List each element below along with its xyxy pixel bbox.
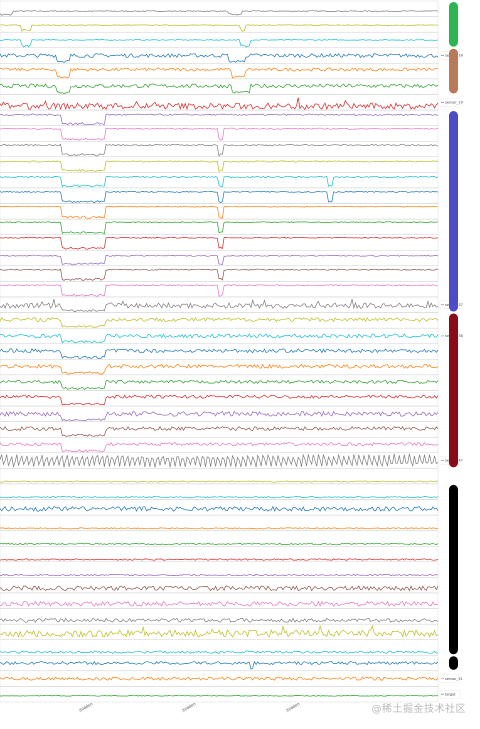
legend-box-44 (439, 690, 461, 699)
series-line-39 (0, 617, 439, 623)
series-line-17 (0, 268, 439, 281)
series-line-28 (0, 441, 439, 453)
series-panel-36 (0, 561, 439, 578)
series-line-25 (0, 394, 439, 406)
series-line-2 (0, 39, 439, 48)
series-line-27 (0, 425, 439, 437)
series-line-9 (0, 143, 438, 157)
legend-box-43 (439, 674, 461, 683)
series-line-4 (0, 67, 439, 79)
series-line-43 (0, 676, 439, 681)
x-tick-label-0: /hidden (78, 701, 94, 713)
series-panel-38 (0, 592, 439, 609)
series-line-3 (0, 52, 439, 63)
series-line-26 (0, 410, 439, 422)
series-line-35 (0, 558, 439, 561)
series-line-5 (0, 83, 439, 94)
series-line-0 (0, 10, 439, 16)
watermark: @稀土掘金技术社区 (371, 704, 466, 715)
group-bar-0 (449, 2, 458, 47)
legend-label-6: sensor_19 (445, 100, 463, 104)
series-line-11 (0, 175, 439, 188)
series-line-22 (0, 348, 439, 359)
series-line-31 (0, 495, 439, 499)
series-line-8 (0, 127, 439, 141)
group-bar-4 (449, 484, 458, 655)
series-line-14 (0, 221, 439, 235)
group-bar-2 (449, 111, 458, 312)
series-line-42 (0, 660, 439, 670)
series-line-29 (0, 453, 439, 468)
series-line-23 (0, 363, 439, 375)
series-line-6 (0, 97, 439, 111)
series-line-20 (0, 317, 439, 328)
series-line-24 (0, 379, 439, 391)
series-line-37 (0, 585, 439, 592)
series-panel-8 (0, 125, 439, 142)
group-bar-1 (449, 48, 458, 94)
series-line-16 (0, 254, 439, 266)
series-line-30 (0, 480, 439, 483)
legend-label-43: sensor_51 (445, 677, 463, 681)
series-line-19 (0, 298, 439, 312)
x-tick-label-1: /hidden (181, 701, 197, 713)
series-line-36 (0, 573, 439, 577)
series-line-44 (0, 695, 439, 697)
series-line-34 (0, 542, 439, 546)
series-line-10 (0, 160, 439, 173)
series-panel-11 (0, 172, 439, 189)
series-panel-20 (0, 312, 439, 329)
series-line-7 (0, 113, 439, 126)
series-line-1 (0, 24, 439, 32)
legend-box-6 (439, 98, 461, 107)
series-panel-0 (0, 0, 439, 17)
x-tick-label-2: /hidden (285, 701, 301, 713)
series-line-40 (0, 624, 439, 638)
series-panel-22 (0, 343, 439, 360)
series-line-41 (0, 650, 439, 654)
series-panel-44 (0, 686, 439, 703)
series-line-21 (0, 333, 439, 344)
series-line-15 (0, 236, 439, 250)
series-panel-21 (0, 327, 439, 344)
series-panel-6 (0, 94, 439, 111)
series-line-32 (0, 505, 439, 512)
series-line-18 (0, 284, 439, 297)
group-bar-5 (449, 656, 458, 670)
legend-label-44: target (445, 692, 456, 696)
series-line-13 (0, 205, 438, 219)
series-line-33 (0, 527, 439, 530)
series-panel-1 (0, 16, 439, 33)
series-line-38 (0, 600, 439, 607)
series-line-12 (0, 190, 439, 204)
group-bar-3 (449, 313, 458, 468)
